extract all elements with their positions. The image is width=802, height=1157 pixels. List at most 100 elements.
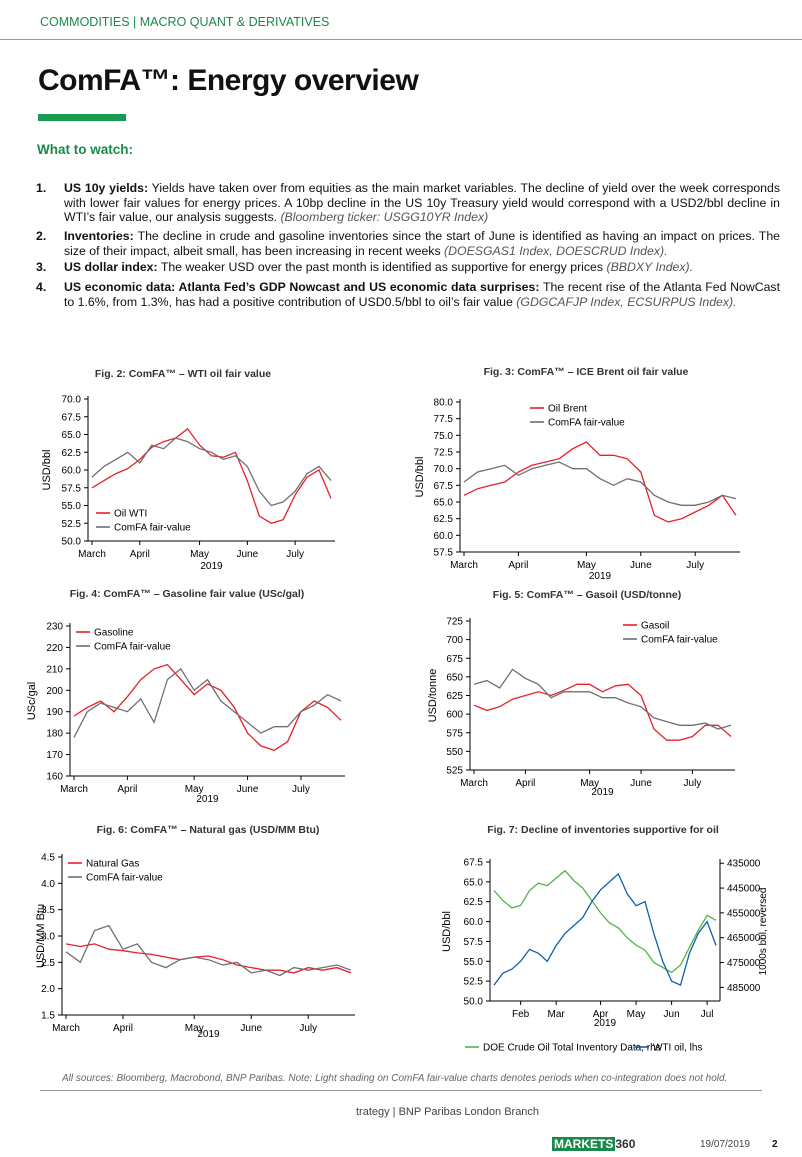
accent-bar — [38, 114, 126, 121]
x-tick-label: May — [185, 1023, 204, 1034]
item-body: US 10y yields: Yields have taken over fr… — [64, 181, 780, 225]
x-tick-label: May — [190, 549, 209, 560]
x-tick-label: March — [78, 549, 106, 560]
item-body: Inventories: The decline in crude and ga… — [64, 229, 780, 258]
chart-title: Fig. 5: ComFA™ – Gasoil (USD/tonne) — [493, 589, 681, 601]
item-label: US economic data: Atlanta Fed’s GDP Nowc… — [64, 280, 540, 294]
x-tick-label: March — [60, 784, 88, 795]
x-tick-label: July — [684, 778, 702, 789]
y-tick-label: 160 — [46, 772, 63, 783]
y-tick-label: 3.5 — [41, 905, 55, 916]
y-tick-label: 675 — [446, 654, 463, 665]
x-tick-label: April — [515, 778, 535, 789]
y-tick-label: 170 — [46, 750, 63, 761]
item-text: The weaker USD over the past month is id… — [160, 260, 604, 274]
y-tick-label: 700 — [446, 635, 463, 646]
series-line — [73, 667, 342, 738]
series-line — [463, 461, 737, 506]
legend-label: Natural Gas — [86, 859, 139, 870]
legend-label: WTI oil, lhs — [653, 1043, 702, 1054]
y-tick-label: 200 — [46, 686, 63, 697]
y-tick-label: 4.0 — [41, 879, 55, 890]
x-tick-label: June — [237, 549, 259, 560]
x-tick-label: July — [299, 1023, 317, 1034]
y-tick-label: 65.0 — [62, 430, 82, 441]
y-tick-label: 4.5 — [41, 853, 55, 864]
chart-title: Fig. 3: ComFA™ – ICE Brent oil fair valu… — [484, 366, 689, 378]
x-tick-label: April — [113, 1023, 133, 1034]
y-tick-label: 55.0 — [62, 501, 82, 512]
y-tick-label: 600 — [446, 710, 463, 721]
series-line — [65, 943, 352, 974]
list-item: 3. US dollar index: The weaker USD over t… — [36, 260, 780, 275]
x-tick-label: June — [630, 778, 652, 789]
x-tick-label: March — [460, 778, 488, 789]
y-tick-label: 67.5 — [62, 412, 82, 423]
y-tick-label: 445000 — [727, 884, 761, 895]
y-tick-label: 57.5 — [434, 548, 454, 559]
y-tick-label: 210 — [46, 664, 63, 675]
y-tick-label: 70.0 — [62, 395, 82, 406]
x-tick-label: Jul — [701, 1009, 714, 1020]
branch: trategy | BNP Paribas London Branch — [356, 1106, 540, 1118]
y-tick-label: 230 — [46, 622, 63, 633]
x-tick-label: Mar — [548, 1009, 566, 1020]
y-tick-label: 52.5 — [464, 977, 484, 988]
item-body: US dollar index: The weaker USD over the… — [64, 260, 780, 275]
series-line — [65, 924, 352, 977]
x-tick-label: March — [450, 560, 478, 571]
legend-label: ComFA fair-value — [548, 418, 625, 429]
legend-label: ComFA fair-value — [114, 523, 191, 534]
y-tick-label: 190 — [46, 707, 63, 718]
chart-title: Fig. 6: ComFA™ – Natural gas (USD/MM Btu… — [97, 824, 320, 836]
section-heading: What to watch: — [37, 142, 133, 157]
series-line — [473, 668, 732, 730]
x-tick-label: April — [117, 784, 137, 795]
logo: MARKETS 360 — [552, 1137, 635, 1151]
page-title: ComFA™: Energy overview — [38, 64, 419, 97]
x-tick-label: June — [630, 560, 652, 571]
x-tick-label: Feb — [512, 1009, 530, 1020]
series-line — [493, 872, 717, 987]
x-tick-label: May — [185, 784, 204, 795]
legend-label: Oil Brent — [548, 404, 587, 415]
item-number: 1. — [36, 181, 47, 195]
y-tick-label: 80.0 — [434, 398, 454, 409]
y-tick-label: 67.5 — [434, 481, 454, 492]
x-tick-label: May — [627, 1009, 646, 1020]
x-axis-label: 2019 — [589, 571, 612, 582]
y-tick-label: 220 — [46, 643, 63, 654]
item-number: 4. — [36, 280, 47, 294]
y-tick-label: 725 — [446, 617, 463, 628]
y-tick-label: 67.5 — [464, 858, 484, 869]
item-label: Inventories: — [64, 229, 134, 243]
y-tick-label: 50.0 — [62, 537, 82, 548]
legend-label: ComFA fair-value — [86, 873, 163, 884]
x-axis-label: 2019 — [196, 794, 219, 805]
item-source: (GDGCAFJP Index, ECSURPUS Index). — [516, 294, 737, 309]
x-tick-label: July — [686, 560, 704, 571]
y-tick-label: 475000 — [727, 958, 761, 969]
item-text: The recent rise of the Atlanta Fed NowCa… — [64, 280, 780, 309]
y-tick-label: 455000 — [727, 908, 761, 919]
logo-a: MARKETS — [552, 1137, 616, 1151]
y-tick-label: 57.5 — [62, 483, 82, 494]
y-tick-label: 60.0 — [62, 466, 82, 477]
x-tick-label: July — [286, 549, 304, 560]
legend-label: Gasoline — [94, 628, 134, 639]
series-line — [463, 441, 737, 523]
y-tick-label: 77.5 — [434, 414, 454, 425]
x-tick-label: June — [237, 784, 259, 795]
series-line — [91, 427, 332, 525]
source-note: All sources: Bloomberg, Macrobond, BNP P… — [62, 1073, 728, 1084]
x-tick-label: Jun — [664, 1009, 680, 1020]
y2-axis-label: 1000s bbl, reversed — [758, 888, 769, 976]
list-item: 4. US economic data: Atlanta Fed’s GDP No… — [36, 280, 780, 309]
legend-label: ComFA fair-value — [94, 642, 171, 653]
y-tick-label: 50.0 — [464, 997, 484, 1008]
x-axis-label: 2019 — [200, 561, 223, 572]
y-axis-label: USD/bbl — [41, 450, 53, 491]
section-header: COMMODITIES | MACRO QUANT & DERIVATIVES — [40, 15, 330, 29]
